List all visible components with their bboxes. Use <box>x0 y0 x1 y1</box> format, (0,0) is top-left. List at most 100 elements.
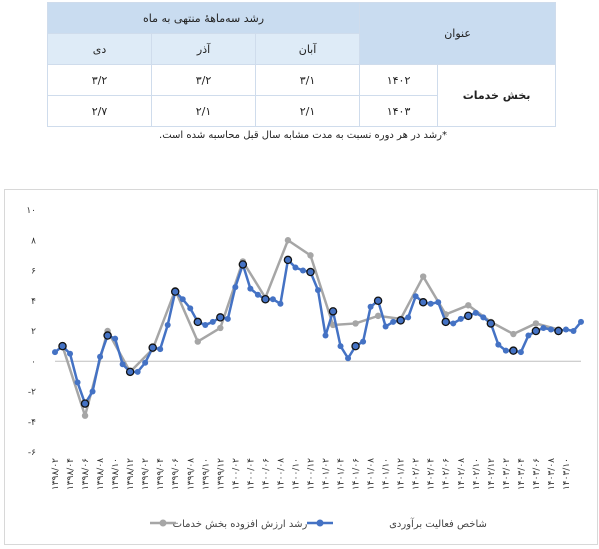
legend-marker-gray <box>159 519 167 527</box>
gray-point <box>420 273 427 280</box>
series-line-gray <box>61 239 559 417</box>
y-tick-label: ۴ <box>31 297 36 307</box>
blue-point <box>427 300 434 307</box>
blue-marker-point <box>531 326 541 336</box>
x-tick-label: ۱۴۰۱/۰۶ <box>352 458 362 490</box>
x-tick-label: ۱۳۹۹/۱۰ <box>201 458 211 490</box>
blue-marker-point <box>486 319 496 328</box>
y-tick-label: ۰ <box>31 357 36 367</box>
year-cell: ۱۴۰۳ <box>359 95 439 127</box>
blue-point <box>142 359 149 366</box>
x-tick-label: ۱۴۰۱/۱۰ <box>382 458 392 490</box>
gray-point <box>352 320 359 327</box>
x-tick-label: ۱۴۰۲/۱۰ <box>472 458 482 490</box>
value-cell: ۳/۲ <box>46 64 153 96</box>
blue-point <box>209 318 216 325</box>
blue-point <box>578 318 584 325</box>
x-tick-label: ۱۴۰۱/۰۲ <box>322 458 332 490</box>
blue-marker-point <box>238 260 248 269</box>
blue-point <box>405 314 412 321</box>
x-tick-label: ۱۴۰۰/۱۲ <box>306 458 316 490</box>
y-tick-label: ۲ <box>31 327 36 337</box>
x-tick-label: ۱۳۹۸/۰۶ <box>81 458 91 490</box>
blue-point <box>179 296 186 303</box>
x-tick-label: ۱۳۹۹/۰۴ <box>156 458 166 490</box>
legend-label-blue: شاخص فعالیت برآوردی <box>389 517 487 530</box>
blue-marker-point <box>148 343 157 352</box>
growth-table: عنوان رشد سه‌ماههٔ منتهی به ماه آبان آذر… <box>46 2 557 127</box>
blue-marker-point <box>193 317 203 327</box>
blue-point <box>322 332 329 339</box>
blue-point <box>187 305 194 312</box>
blue-point <box>435 299 442 306</box>
blue-marker-point <box>80 399 90 408</box>
x-tick-label: ۱۴۰۱/۰۴ <box>337 458 347 490</box>
blue-marker-point <box>328 307 338 316</box>
blue-point <box>254 291 261 298</box>
blue-marker-point <box>554 326 563 336</box>
blue-point <box>67 350 74 357</box>
blue-marker-point <box>261 294 270 304</box>
month-header: آذر <box>151 33 257 65</box>
blue-marker-point <box>441 317 450 327</box>
gray-point <box>307 252 314 259</box>
blue-point <box>367 303 374 310</box>
blue-marker-point <box>125 367 135 377</box>
blue-marker-point <box>418 298 428 307</box>
blue-point <box>337 343 344 350</box>
blue-point <box>232 284 239 291</box>
x-tick-label: ۱۴۰۲/۰۸ <box>457 458 467 490</box>
blue-point <box>345 355 352 362</box>
value-cell: ۳/۲ <box>151 64 257 96</box>
blue-marker-point <box>58 341 67 351</box>
blue-point <box>390 318 397 325</box>
blue-point <box>89 388 96 395</box>
blue-marker-point <box>216 313 225 322</box>
blue-point <box>547 326 554 333</box>
x-tick-label: ۱۳۹۸/۱۲ <box>126 458 136 490</box>
x-tick-label: ۱۴۰۲/۱۲ <box>487 458 497 490</box>
gray-point <box>465 302 472 309</box>
blue-point <box>480 314 487 321</box>
gray-point <box>284 237 292 244</box>
blue-point <box>134 368 141 375</box>
blue-point <box>315 287 321 294</box>
x-tick-label: ۱۴۰۰/۰۶ <box>261 458 271 490</box>
footnote: *رشد در هر دوره نسبت به مدت مشابه سال قب… <box>159 130 447 141</box>
blue-point <box>570 328 577 334</box>
x-tick-label: ۱۳۹۹/۰۸ <box>186 458 196 490</box>
blue-marker-point <box>283 255 293 265</box>
value-cell: ۲/۷ <box>46 95 153 127</box>
x-tick-label: ۱۳۹۹/۰۶ <box>171 458 181 490</box>
x-tick-label: ۱۳۹۸/۰۴ <box>66 458 76 490</box>
gray-point <box>194 338 201 345</box>
x-tick-label: ۱۴۰۲/۰۲ <box>412 458 422 490</box>
blue-point <box>74 379 81 386</box>
gray-point <box>374 312 382 320</box>
y-tick-label: -۶ <box>28 448 36 458</box>
chart-frame <box>4 189 598 545</box>
blue-marker-point <box>464 311 473 321</box>
x-tick-label: ۱۳۹۹/۰۲ <box>141 458 151 490</box>
x-tick-label: ۱۴۰۳/۰۴ <box>517 458 527 490</box>
blue-point <box>202 321 209 328</box>
header-title: عنوان <box>359 2 557 65</box>
legend-label-gray: رشد ارزش افزوده بخش خدمات <box>173 519 308 530</box>
blue-marker-point <box>351 341 360 351</box>
blue-point <box>457 315 464 322</box>
blue-point <box>277 300 284 307</box>
x-tick-label: ۱۴۰۳/۱۰ <box>562 458 572 490</box>
month-header: دی <box>46 33 153 65</box>
blue-point <box>495 341 502 348</box>
blue-point <box>247 285 254 292</box>
blue-point <box>472 309 479 316</box>
blue-point <box>360 338 367 345</box>
x-tick-label: ۱۴۰۰/۰۸ <box>276 458 286 490</box>
blue-marker-point <box>103 331 112 340</box>
x-tick-label: ۱۴۰۰/۰۴ <box>246 458 256 490</box>
gray-point <box>217 324 224 332</box>
blue-point <box>119 361 126 368</box>
y-tick-label: ۶ <box>31 267 36 277</box>
row-label: بخش خدمات <box>437 64 557 127</box>
